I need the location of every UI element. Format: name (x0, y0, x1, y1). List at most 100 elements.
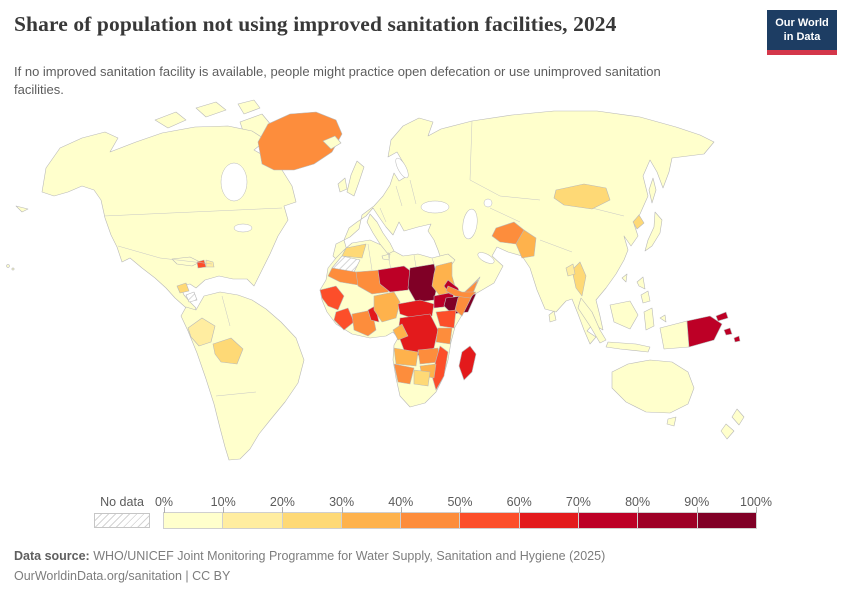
region-mongolia[interactable] (553, 183, 611, 210)
legend-tick-mark (578, 507, 580, 513)
legend-bin-10%-20%[interactable] (222, 513, 282, 528)
region-nicaragua[interactable] (185, 291, 198, 303)
region-hawaii[interactable] (6, 264, 10, 268)
region-tanzania[interactable] (435, 327, 453, 345)
region-sakhalin[interactable] (648, 177, 657, 204)
legend-bin-80%-90%[interactable] (637, 513, 697, 528)
region-sulawesi[interactable] (643, 307, 655, 331)
region-south-america[interactable] (180, 291, 305, 461)
region-papua-new-guinea[interactable] (686, 315, 723, 348)
region-new-zealand-north[interactable] (731, 408, 745, 426)
region-angola[interactable] (393, 347, 419, 367)
region-guatemala[interactable] (176, 282, 190, 294)
region-solomon-islands-2[interactable] (733, 335, 741, 343)
region-nigeria[interactable] (373, 291, 401, 323)
region-new-zealand-south[interactable] (720, 423, 735, 440)
region-canada-arctic-1[interactable] (154, 111, 187, 129)
region-moluccas[interactable] (659, 314, 667, 323)
region-philippines-mindanao[interactable] (640, 290, 651, 304)
black-sea (420, 200, 450, 214)
region-philippines-luzon[interactable] (636, 276, 646, 290)
region-eurasia[interactable] (332, 110, 715, 345)
region-taiwan[interactable] (621, 273, 628, 283)
legend-tick-label-90%: 90% (684, 495, 710, 509)
data-source-line: Data source: WHO/UNICEF Joint Monitoring… (14, 546, 605, 566)
license-line[interactable]: OurWorldinData.org/sanitation | CC BY (14, 569, 231, 583)
region-malawi-mozambique[interactable] (431, 345, 449, 391)
region-japan[interactable] (644, 211, 663, 252)
region-ireland[interactable] (337, 177, 348, 193)
legend-bin-20%-30%[interactable] (281, 513, 341, 528)
region-botswana[interactable] (413, 369, 431, 387)
region-myanmar[interactable] (571, 261, 587, 297)
region-uganda-kenya[interactable] (435, 309, 457, 329)
region-iceland[interactable] (322, 135, 342, 150)
legend-no-data-swatch[interactable] (94, 513, 150, 528)
region-bangladesh[interactable] (565, 263, 576, 277)
region-hawaii-2[interactable] (11, 267, 15, 271)
data-source-text: WHO/UNICEF Joint Monitoring Programme fo… (93, 549, 606, 563)
region-greenland[interactable] (257, 111, 343, 171)
legend-bin-30%-40%[interactable] (340, 513, 401, 528)
map-legend: No data 0% 10% 20% 30% 40% 50% 60% 70% 80% 90% 100… (0, 495, 850, 533)
legend-tick-mark (282, 507, 284, 513)
region-benin-togo[interactable] (367, 305, 380, 323)
region-canada-arctic-2[interactable] (195, 101, 227, 118)
region-java[interactable] (605, 341, 651, 353)
region-north-america[interactable] (41, 125, 297, 315)
great-lakes (233, 223, 253, 233)
legend-tick-label-20%: 20% (269, 495, 295, 509)
legend-tick-label-100%: 100% (740, 495, 772, 509)
legend-tick-mark (341, 507, 343, 513)
owid-logo-line1: Our World (775, 17, 829, 29)
region-yemen[interactable] (445, 285, 477, 299)
legend-bin-70%-80%[interactable] (578, 513, 638, 528)
region-solomon-islands-1[interactable] (723, 327, 733, 336)
legend-color-bar: 0% 10% 20% 30% 40% 50% 60% 70% 80% 90% 100% (155, 495, 772, 529)
region-united-kingdom[interactable] (346, 160, 365, 197)
region-italy[interactable] (366, 213, 395, 255)
country-borders (103, 120, 625, 397)
region-sierra-leone-liberia[interactable] (333, 307, 355, 331)
region-borneo[interactable] (609, 300, 639, 330)
region-new-britain[interactable] (715, 311, 729, 322)
owid-logo-stripe (767, 49, 837, 55)
region-north-korea[interactable] (632, 214, 645, 230)
legend-tick-label-70%: 70% (565, 495, 591, 509)
legend-tick-mark (637, 507, 639, 513)
data-source-label: Data source: (14, 549, 90, 563)
region-peru[interactable] (187, 317, 216, 347)
legend-bin-90%-100%[interactable] (696, 513, 756, 528)
region-sumatra[interactable] (577, 297, 607, 344)
region-namibia[interactable] (393, 363, 415, 385)
legend-bin-60%-70%[interactable] (518, 513, 579, 528)
legend-bin-40%-50%[interactable] (400, 513, 460, 528)
region-senegal-guinea[interactable] (319, 285, 345, 311)
region-somalia[interactable] (454, 279, 479, 317)
region-pakistan[interactable] (515, 229, 537, 259)
legend-bin-0%-10%[interactable] (164, 513, 223, 528)
region-australia[interactable] (611, 359, 695, 414)
chart-subtitle: If no improved sanitation facility is av… (14, 64, 661, 98)
owid-logo[interactable]: Our World in Data (767, 10, 837, 55)
region-new-guinea-west[interactable] (659, 320, 690, 350)
region-canada-arctic-3[interactable] (237, 99, 261, 115)
region-sri-lanka[interactable] (548, 310, 557, 323)
region-cuba[interactable] (171, 256, 201, 267)
region-bolivia[interactable] (212, 337, 244, 365)
region-madagascar[interactable] (458, 345, 477, 381)
legend-tick-label-60%: 60% (506, 495, 532, 509)
region-congo-gabon[interactable] (392, 323, 409, 341)
chart-footer: Data source: WHO/UNICEF Joint Monitoring… (14, 546, 605, 586)
legend-tick-mark (756, 507, 757, 513)
legend-bin-50%-60%[interactable] (459, 513, 519, 528)
region-niger[interactable] (377, 265, 413, 293)
region-tasmania[interactable] (666, 416, 677, 427)
region-dominican-republic[interactable] (205, 259, 215, 268)
region-morocco[interactable] (341, 243, 367, 259)
region-aleutians[interactable] (15, 205, 29, 213)
legend-no-data-label: No data (100, 495, 144, 509)
region-cameroon-car[interactable] (397, 299, 435, 319)
